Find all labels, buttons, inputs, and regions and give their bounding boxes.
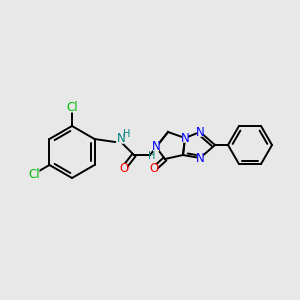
Text: N: N [181,131,189,145]
Text: N: N [196,152,204,164]
Text: H: H [148,151,156,161]
FancyBboxPatch shape [28,169,40,179]
FancyBboxPatch shape [66,103,78,112]
Text: O: O [119,161,129,175]
Text: N: N [152,140,160,154]
Text: N: N [196,125,204,139]
Text: O: O [149,163,159,176]
FancyBboxPatch shape [197,153,203,163]
Text: Cl: Cl [66,101,78,114]
Text: Cl: Cl [28,168,40,181]
FancyBboxPatch shape [153,142,159,152]
FancyBboxPatch shape [197,127,203,137]
Text: H: H [123,129,131,139]
FancyBboxPatch shape [121,163,127,173]
FancyBboxPatch shape [151,164,157,174]
Text: N: N [117,133,125,146]
FancyBboxPatch shape [182,133,188,143]
FancyBboxPatch shape [118,134,124,144]
